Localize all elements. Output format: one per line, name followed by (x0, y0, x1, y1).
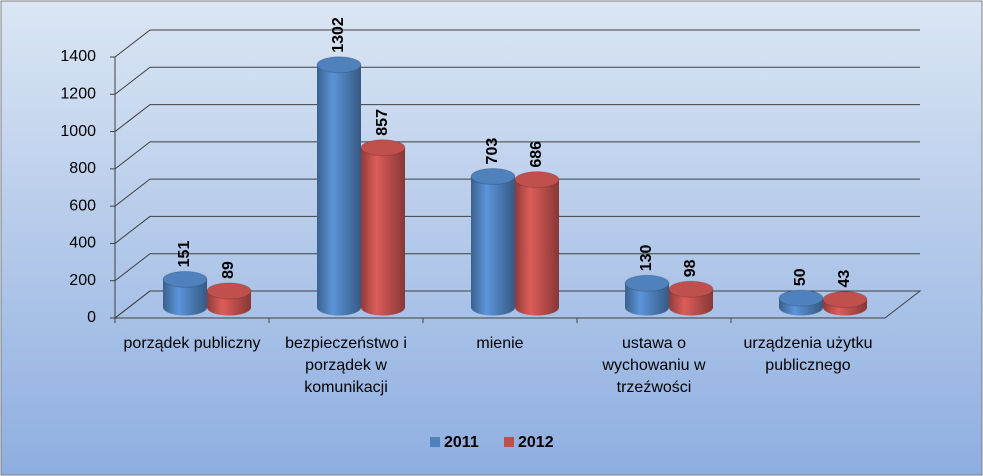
bar-body (471, 176, 515, 316)
grid-line (114, 104, 920, 132)
legend-swatch (504, 437, 514, 447)
bar-body (163, 279, 207, 316)
bar-top (316, 56, 362, 74)
grid-line (114, 29, 920, 58)
y-tick-label: 0 (87, 309, 96, 326)
grid-line (114, 141, 920, 170)
bar-top (668, 280, 714, 298)
bar-top (162, 270, 208, 288)
bar (470, 167, 516, 316)
data-label: 43 (836, 270, 853, 288)
bar (514, 171, 560, 316)
x-tick-label: porządek publiczny (123, 335, 261, 352)
data-label: 857 (374, 109, 391, 136)
x-tick-label: bezpieczeństwo i porządek w komunikacji (285, 335, 407, 396)
y-tick-label: 600 (69, 197, 96, 214)
x-tick-label: mienie (476, 335, 524, 352)
grid-line (114, 253, 920, 282)
y-tick-label: 200 (69, 272, 96, 289)
data-label: 703 (484, 138, 501, 165)
bar (668, 280, 714, 316)
y-tick-label: 1200 (60, 86, 96, 103)
data-label: 130 (638, 244, 655, 271)
grid-line (114, 66, 920, 95)
data-label: 1302 (330, 17, 347, 53)
legend-label: 2011 (444, 434, 479, 451)
bar (822, 290, 868, 316)
y-tick-label: 1400 (60, 48, 96, 65)
bar-top (624, 274, 670, 292)
y-tick-label: 800 (69, 160, 96, 177)
grid-line (114, 215, 920, 244)
legend-swatch (430, 437, 440, 447)
data-label: 50 (792, 268, 809, 286)
bar (316, 56, 362, 316)
bar (360, 139, 406, 316)
bar-top (470, 167, 516, 185)
x-tick-label: ustawa o wychowaniu w trzeźwości (602, 335, 706, 396)
bar-top (822, 290, 868, 308)
data-label: 89 (220, 261, 237, 279)
bar-body (317, 64, 361, 316)
bar (162, 270, 208, 316)
x-tick-label: urządzenia użytku publicznego (743, 335, 873, 374)
data-label: 151 (176, 241, 193, 268)
y-tick-label: 1000 (60, 123, 96, 140)
bar-body (361, 147, 405, 316)
bar-top (360, 139, 406, 157)
bar (206, 282, 252, 316)
legend-label: 2012 (518, 434, 554, 451)
bar-top (206, 282, 252, 300)
data-label: 98 (682, 259, 699, 277)
bar-body (515, 179, 559, 316)
bar (778, 289, 824, 316)
bar (624, 274, 670, 316)
bar-top (778, 289, 824, 307)
y-tick-label: 400 (69, 235, 96, 252)
bar-top (514, 171, 560, 189)
bar-body (625, 283, 669, 316)
data-label: 686 (528, 141, 545, 168)
grid-line (114, 178, 920, 207)
